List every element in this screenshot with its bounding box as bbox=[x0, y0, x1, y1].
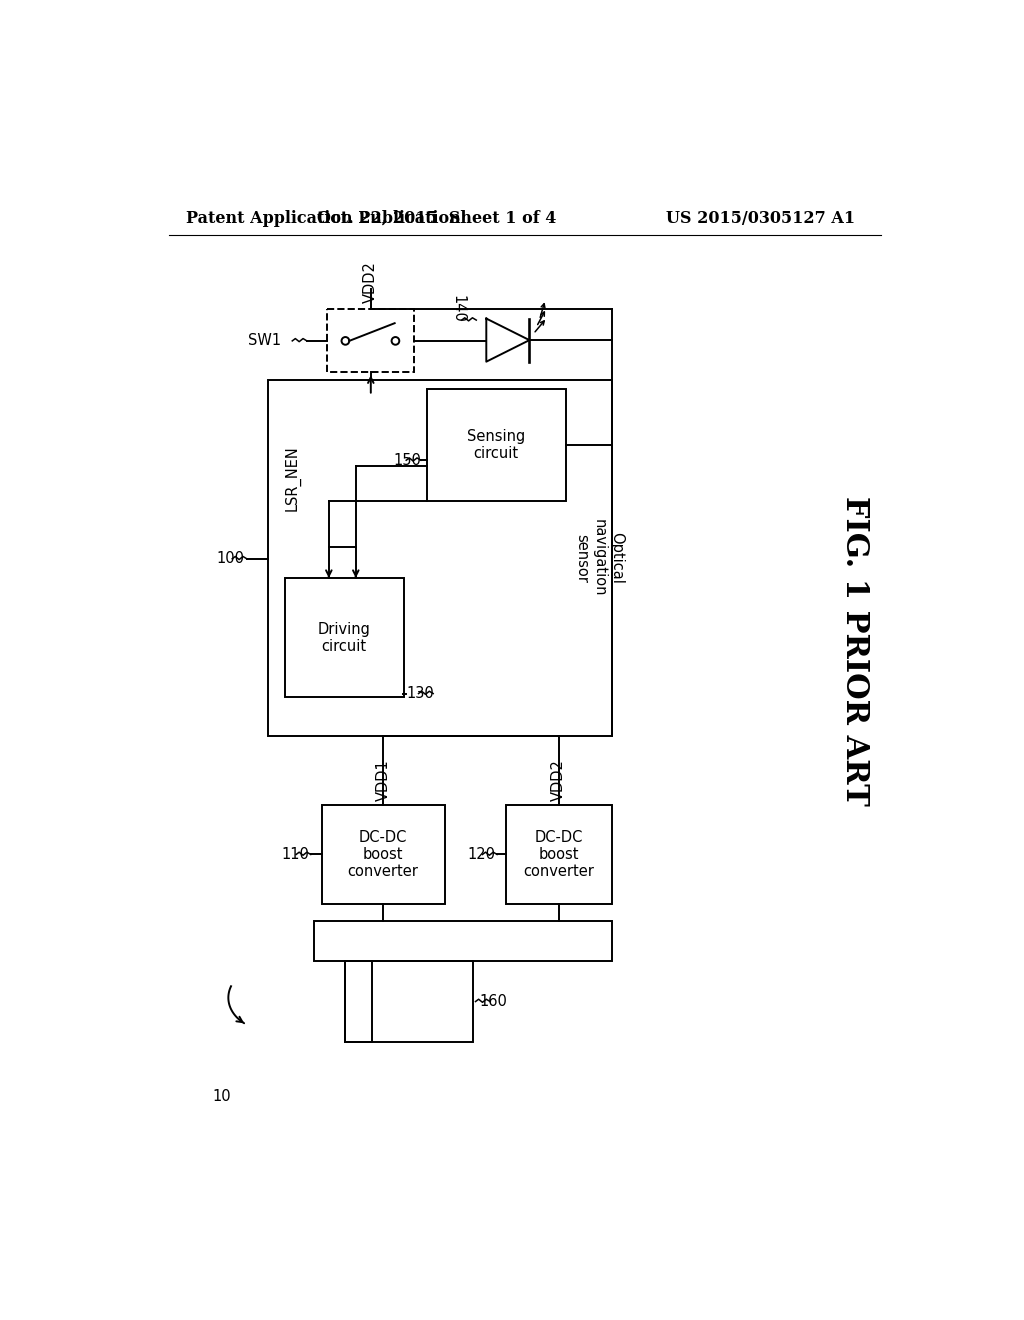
Text: VDD2: VDD2 bbox=[551, 759, 566, 801]
Bar bbox=[327, 309, 414, 372]
Text: US 2015/0305127 A1: US 2015/0305127 A1 bbox=[666, 210, 855, 227]
Text: 130: 130 bbox=[407, 686, 434, 701]
Bar bbox=[345, 961, 473, 1043]
Text: SW1: SW1 bbox=[248, 334, 281, 348]
Bar bbox=[345, 961, 372, 1043]
Text: Patent Application Publication: Patent Application Publication bbox=[186, 210, 461, 227]
Bar bbox=[427, 389, 565, 502]
Text: Oct. 22, 2015  Sheet 1 of 4: Oct. 22, 2015 Sheet 1 of 4 bbox=[317, 210, 557, 227]
Text: 10: 10 bbox=[212, 1089, 230, 1104]
Text: 110: 110 bbox=[282, 847, 309, 862]
Text: 140: 140 bbox=[451, 294, 465, 322]
Text: 120: 120 bbox=[468, 847, 496, 862]
Text: VDD1: VDD1 bbox=[376, 760, 390, 801]
Text: 160: 160 bbox=[479, 994, 507, 1008]
Text: 150: 150 bbox=[394, 453, 422, 467]
Text: DC-DC
boost
converter: DC-DC boost converter bbox=[523, 829, 594, 879]
Text: LSR_NEN: LSR_NEN bbox=[284, 445, 300, 511]
Bar bbox=[322, 805, 444, 904]
Text: Optical
navigation
sensor: Optical navigation sensor bbox=[574, 519, 625, 597]
Text: Driving
circuit: Driving circuit bbox=[317, 622, 371, 653]
Text: Sensing
circuit: Sensing circuit bbox=[467, 429, 525, 462]
Bar bbox=[267, 380, 611, 737]
Bar bbox=[285, 578, 403, 697]
Bar bbox=[313, 921, 611, 961]
Text: DC-DC
boost
converter: DC-DC boost converter bbox=[348, 829, 419, 879]
Text: 100: 100 bbox=[217, 552, 245, 566]
Bar bbox=[506, 805, 611, 904]
Text: FIG. 1 PRIOR ART: FIG. 1 PRIOR ART bbox=[839, 496, 869, 807]
Text: VDD2: VDD2 bbox=[364, 260, 378, 302]
